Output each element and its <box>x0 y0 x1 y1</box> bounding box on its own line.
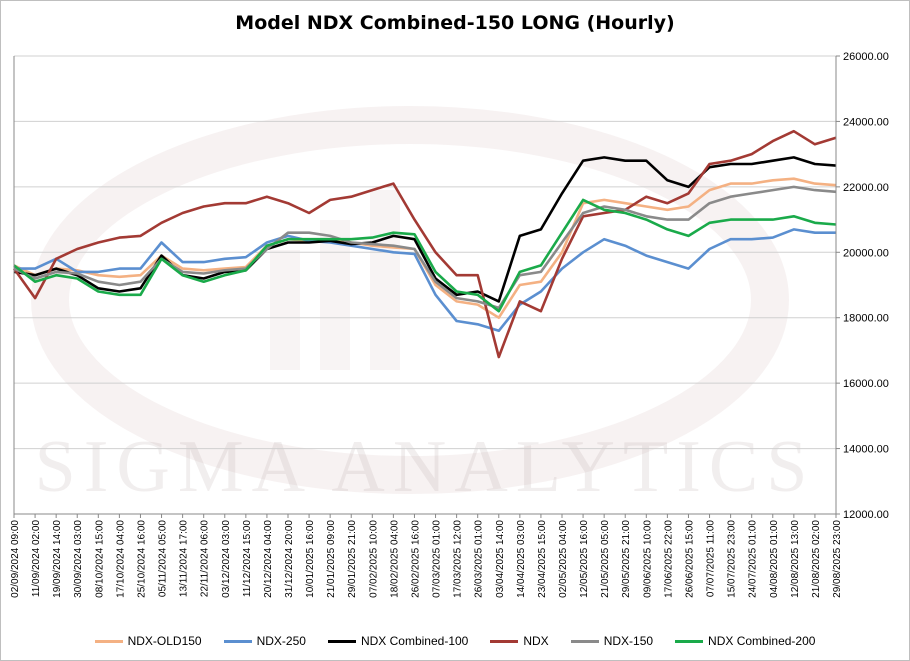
x-tick-label: 26/03/2025 01:00 <box>474 520 485 598</box>
y-tick-label: 16000.00 <box>843 378 889 390</box>
y-tick-label: 26000.00 <box>843 51 889 63</box>
legend-swatch <box>223 639 252 643</box>
x-tick-label: 17/10/2024 04:00 <box>115 520 126 598</box>
x-tick-label: 04/08/2025 01:00 <box>769 520 780 598</box>
legend-item: NDX <box>490 631 549 651</box>
x-tick-label: 21/08/2025 02:00 <box>811 520 822 598</box>
legend-item: NDX-250 <box>223 631 306 651</box>
axes <box>13 56 837 515</box>
legend-label: NDX-150 <box>603 634 654 648</box>
x-tick-label: 14/04/2025 03:00 <box>516 520 527 598</box>
x-tick-label: 03/12/2024 03:00 <box>221 520 232 598</box>
x-tick-label: 29/08/2025 23:00 <box>832 520 843 598</box>
chart-legend: NDX-OLD150 NDX-250 NDX Combined-100 NDX NDX-… <box>0 631 910 651</box>
x-tick-label: 11/12/2024 15:00 <box>242 520 253 598</box>
x-tick-label: 29/05/2025 21:00 <box>621 520 632 598</box>
x-tick-label: 11/09/2024 02:00 <box>31 520 42 598</box>
watermark-logo <box>31 106 789 494</box>
x-tick-label: 23/04/2025 15:00 <box>537 520 548 598</box>
x-tick-label: 31/12/2024 20:00 <box>284 520 295 598</box>
x-tick-label: 12/05/2025 16:00 <box>579 520 590 598</box>
x-tick-label: 19/09/2024 14:00 <box>52 520 63 598</box>
x-tick-label: 02/09/2024 09:00 <box>10 520 21 598</box>
x-tick-label: 25/10/2024 16:00 <box>136 520 147 598</box>
x-tick-label: 05/11/2024 05:00 <box>158 520 169 598</box>
legend-label: NDX-OLD150 <box>127 634 202 648</box>
x-tick-label: 21/01/2025 09:00 <box>326 520 337 598</box>
x-tick-label: 08/10/2024 15:00 <box>94 520 105 598</box>
legend-swatch <box>327 639 356 643</box>
x-tick-label: 10/01/2025 16:00 <box>305 520 316 598</box>
series-line <box>13 185 837 310</box>
x-tick-label: 03/04/2025 14:00 <box>495 520 506 598</box>
y-tick-label: 14000.00 <box>843 444 889 456</box>
series-line <box>12 129 837 359</box>
x-tick-label: 30/09/2024 03:00 <box>73 520 84 598</box>
y-tick-label: 20000.00 <box>843 247 889 259</box>
x-tick-label: 29/01/2025 21:00 <box>347 520 358 598</box>
x-tick-label: 22/11/2024 06:00 <box>200 520 211 598</box>
x-tick-label: 26/02/2025 16:00 <box>410 520 421 598</box>
legend-item: NDX Combined-100 <box>327 631 469 651</box>
x-tick-label: 18/02/2025 04:00 <box>389 520 400 598</box>
x-tick-label: 07/02/2025 10:00 <box>368 520 379 598</box>
x-tick-label: 13/11/2024 17:00 <box>179 520 190 598</box>
legend-swatch <box>570 639 599 643</box>
series-lines <box>12 129 837 359</box>
legend-item: NDX Combined-200 <box>675 631 815 651</box>
x-tick-label: 24/07/2025 01:00 <box>748 520 759 598</box>
x-tick-label: 02/05/2025 04:00 <box>558 520 569 598</box>
legend-swatch <box>94 639 123 643</box>
x-tick-label: 09/06/2025 10:00 <box>642 520 653 598</box>
legend-item: NDX-150 <box>570 631 654 651</box>
x-tick-label: 07/07/2025 11:00 <box>706 520 717 598</box>
x-tick-label: 20/12/2024 04:00 <box>263 520 274 598</box>
series-line <box>13 198 837 313</box>
y-tick-label: 24000.00 <box>843 116 889 128</box>
legend-label: NDX Combined-200 <box>708 634 816 648</box>
y-tick-label: 12000.00 <box>843 509 889 521</box>
y-tick-label: 22000.00 <box>843 182 889 194</box>
legend-swatch <box>675 639 704 643</box>
legend-item: NDX-OLD150 <box>94 631 202 651</box>
chart-title: Model NDX Combined-150 LONG (Hourly) <box>235 12 675 34</box>
legend-label: NDX-250 <box>256 634 306 648</box>
legend-label: NDX <box>523 634 549 648</box>
series-line <box>14 228 836 333</box>
x-tick-label: 26/06/2025 15:00 <box>684 520 695 598</box>
y-tick-label: 18000.00 <box>843 313 889 325</box>
legend-label: NDX Combined-100 <box>360 634 469 648</box>
x-tick-label: 07/03/2025 01:00 <box>432 520 443 598</box>
x-tick-label: 17/03/2025 12:00 <box>453 520 464 598</box>
x-tick-label: 21/05/2025 05:00 <box>600 520 611 598</box>
x-tick-label: 12/08/2025 13:00 <box>790 520 801 598</box>
x-tick-label: 17/06/2025 22:00 <box>663 520 674 598</box>
watermark-text: SIGMA ANALYTICS <box>34 426 816 508</box>
legend-swatch <box>490 639 519 643</box>
x-axis-ticks: 02/09/2024 09:00 11/09/2024 02:00 19/09/20… <box>10 514 843 598</box>
y-axis-ticks: 12000.00 14000.00 16000.00 18000.00 20000.00… <box>836 51 889 521</box>
x-tick-label: 15/07/2025 23:00 <box>727 520 738 598</box>
